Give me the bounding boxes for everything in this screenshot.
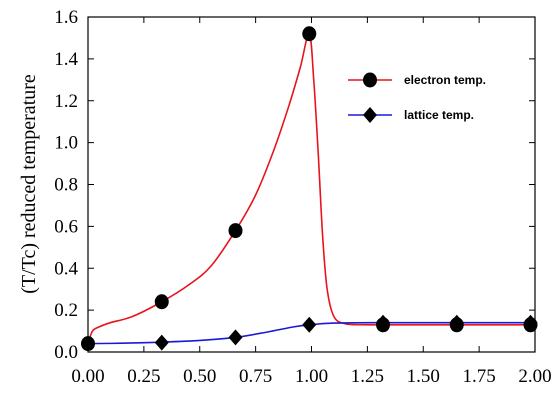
x-tick-label: 0.50 (183, 366, 216, 387)
lattice-temp-point (229, 329, 243, 345)
y-tick-label: 1.2 (54, 91, 78, 112)
lattice-temp-point (155, 335, 169, 351)
y-axis-title: (T/Tc) reduced temperature (18, 74, 40, 294)
lattice-temp-point (302, 317, 316, 333)
x-tick-label: 0.75 (239, 366, 272, 387)
y-axis-ticks: 0.0 0.2 0.4 0.6 0.8 1.0 1.2 1.4 1.6 (54, 7, 535, 363)
y-tick-label: 0.6 (54, 216, 78, 237)
x-tick-label: 1.00 (295, 366, 328, 387)
electron-temp-point (302, 26, 316, 41)
x-tick-label: 1.50 (407, 366, 440, 387)
legend: electron temp. lattice temp. (348, 73, 486, 124)
y-tick-label: 0.8 (54, 175, 78, 196)
legend-label-electron-temp: electron temp. (404, 73, 486, 87)
y-tick-label: 1.6 (54, 7, 78, 28)
y-tick-label: 1.4 (54, 49, 78, 70)
x-tick-label: 0.25 (127, 366, 160, 387)
y-tick-label: 0.0 (54, 342, 78, 363)
x-tick-label: 0.00 (71, 366, 104, 387)
x-tick-label: 1.25 (351, 366, 384, 387)
legend-marker-lattice-temp (363, 107, 377, 123)
legend-marker-electron-temp (363, 73, 377, 88)
y-tick-label: 0.4 (54, 258, 78, 279)
y-tick-label: 1.0 (54, 133, 78, 154)
y-tick-label: 0.2 (54, 300, 78, 321)
x-tick-label: 2.00 (518, 366, 551, 387)
lattice-temp-point (81, 336, 95, 352)
electron-temp-point (229, 223, 243, 238)
x-tick-label: 1.75 (463, 366, 496, 387)
legend-label-lattice-temp: lattice temp. (404, 108, 474, 122)
electron-temp-point (155, 294, 169, 309)
